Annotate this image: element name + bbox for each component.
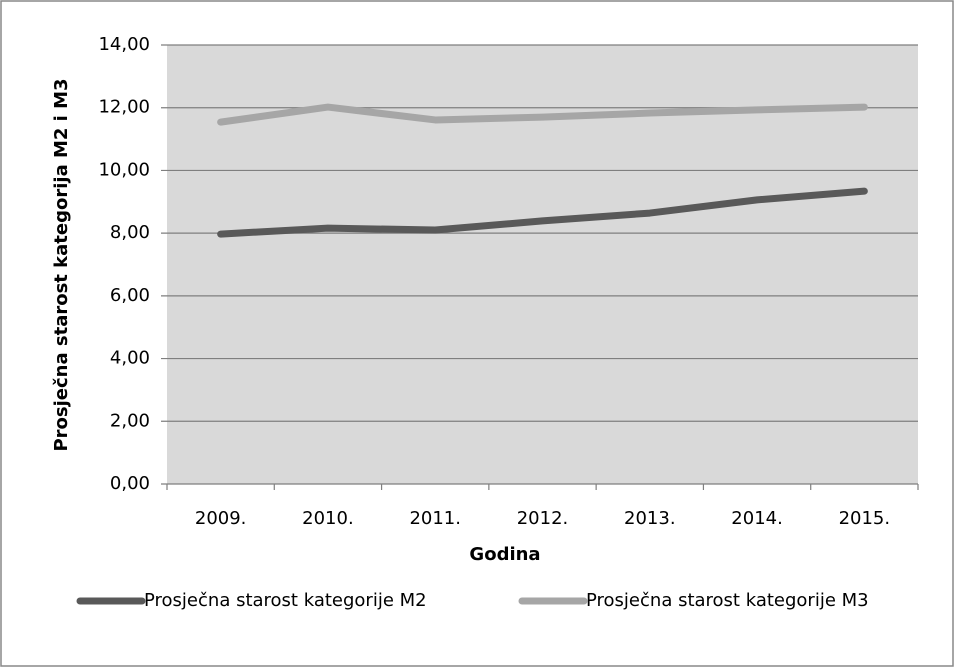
y-tick-label: 12,00 — [98, 97, 150, 118]
y-tick-label: 2,00 — [110, 410, 150, 431]
x-tick-label: 2014. — [731, 508, 783, 529]
y-tick-label: 6,00 — [110, 285, 150, 306]
series-line — [217, 187, 868, 238]
x-tick-label: 2015. — [839, 508, 891, 529]
series-line — [217, 103, 868, 126]
y-tick-label: 4,00 — [110, 348, 150, 369]
x-tick-label: 2010. — [302, 508, 354, 529]
y-tick-label: 0,00 — [110, 473, 150, 494]
x-tick-label: 2012. — [517, 508, 569, 529]
x-tick-label: 2009. — [195, 508, 247, 529]
x-axis-title: Godina — [469, 544, 540, 565]
legend-label: Prosječna starost kategorije M3 — [586, 590, 869, 611]
y-tick-label: 8,00 — [110, 222, 150, 243]
y-tick-label: 10,00 — [98, 159, 150, 180]
x-tick-label: 2011. — [409, 508, 461, 529]
y-axis-title: Prosječna starost kategorija M2 i M3 — [51, 78, 72, 451]
legend-label: Prosječna starost kategorije M2 — [144, 590, 427, 611]
x-tick-label: 2013. — [624, 508, 676, 529]
y-tick-label: 14,00 — [98, 34, 150, 55]
